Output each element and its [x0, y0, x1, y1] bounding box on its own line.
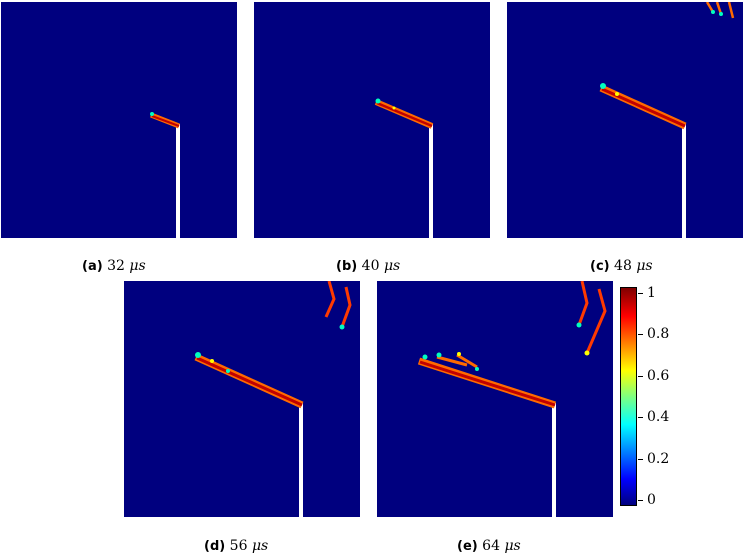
crack-branch — [436, 353, 478, 369]
edge-crack — [577, 281, 607, 354]
notch — [176, 124, 180, 238]
panel-a-field — [150, 112, 180, 238]
colorbar-tick-label: 0 — [647, 492, 656, 508]
crack-core — [601, 87, 686, 128]
colorbar-tick — [638, 375, 643, 377]
caption-a: (a) 32 μs — [82, 258, 146, 274]
colorbar-tick-label: 0.4 — [647, 409, 670, 426]
colorbar-tick — [638, 293, 643, 294]
notch — [429, 124, 433, 238]
panel-e — [377, 281, 613, 517]
crack-core — [419, 360, 556, 407]
panel-b-field — [374, 98, 434, 238]
caption-b: (b) 40 μs — [336, 258, 401, 274]
colorbar-tick — [638, 500, 643, 501]
colorbar-tick — [638, 417, 643, 419]
panel-d — [124, 281, 360, 517]
panel-a — [1, 2, 237, 238]
notch — [299, 403, 303, 517]
caption-c: (c) 48 μs — [590, 258, 653, 274]
colorbar-tick-label: 1 — [647, 285, 656, 301]
caption-e: (e) 64 μs — [457, 538, 521, 554]
caption-d: (d) 56 μs — [204, 538, 269, 554]
colorbar-tick-label: 0.6 — [647, 367, 670, 384]
colorbar-tick-label: 0.8 — [647, 326, 670, 343]
panel-c — [507, 2, 743, 238]
notch — [552, 403, 556, 517]
colorbar-tick-label: 0.2 — [647, 450, 670, 467]
crack-core — [151, 115, 180, 127]
notch — [682, 124, 686, 238]
edge-crack — [324, 281, 352, 328]
panel-c-field — [599, 2, 735, 238]
colorbar-tick — [638, 458, 643, 460]
colorbar — [620, 287, 637, 506]
crack-core — [196, 356, 303, 407]
colorbar-tick — [638, 334, 643, 336]
crack-core — [376, 101, 433, 128]
panel-e-field — [417, 281, 607, 517]
panel-b — [254, 2, 490, 238]
panel-d-field — [194, 281, 352, 517]
